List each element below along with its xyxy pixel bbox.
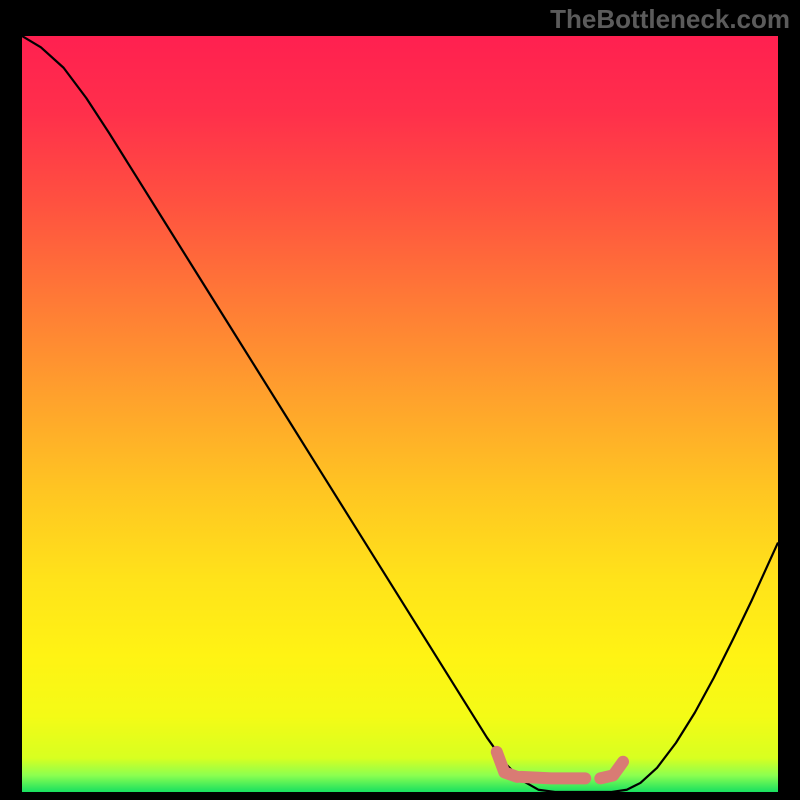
bottleneck-curve-plot	[22, 36, 778, 792]
chart-frame: TheBottleneck.com	[0, 0, 800, 800]
watermark-text: TheBottleneck.com	[550, 4, 790, 35]
bottom-marker-segment	[521, 777, 585, 779]
plot-background	[22, 36, 778, 792]
